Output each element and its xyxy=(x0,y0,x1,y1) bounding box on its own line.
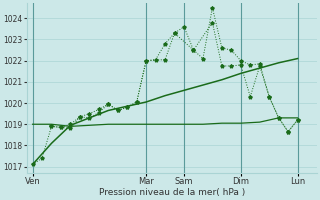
X-axis label: Pression niveau de la mer( hPa ): Pression niveau de la mer( hPa ) xyxy=(99,188,245,197)
